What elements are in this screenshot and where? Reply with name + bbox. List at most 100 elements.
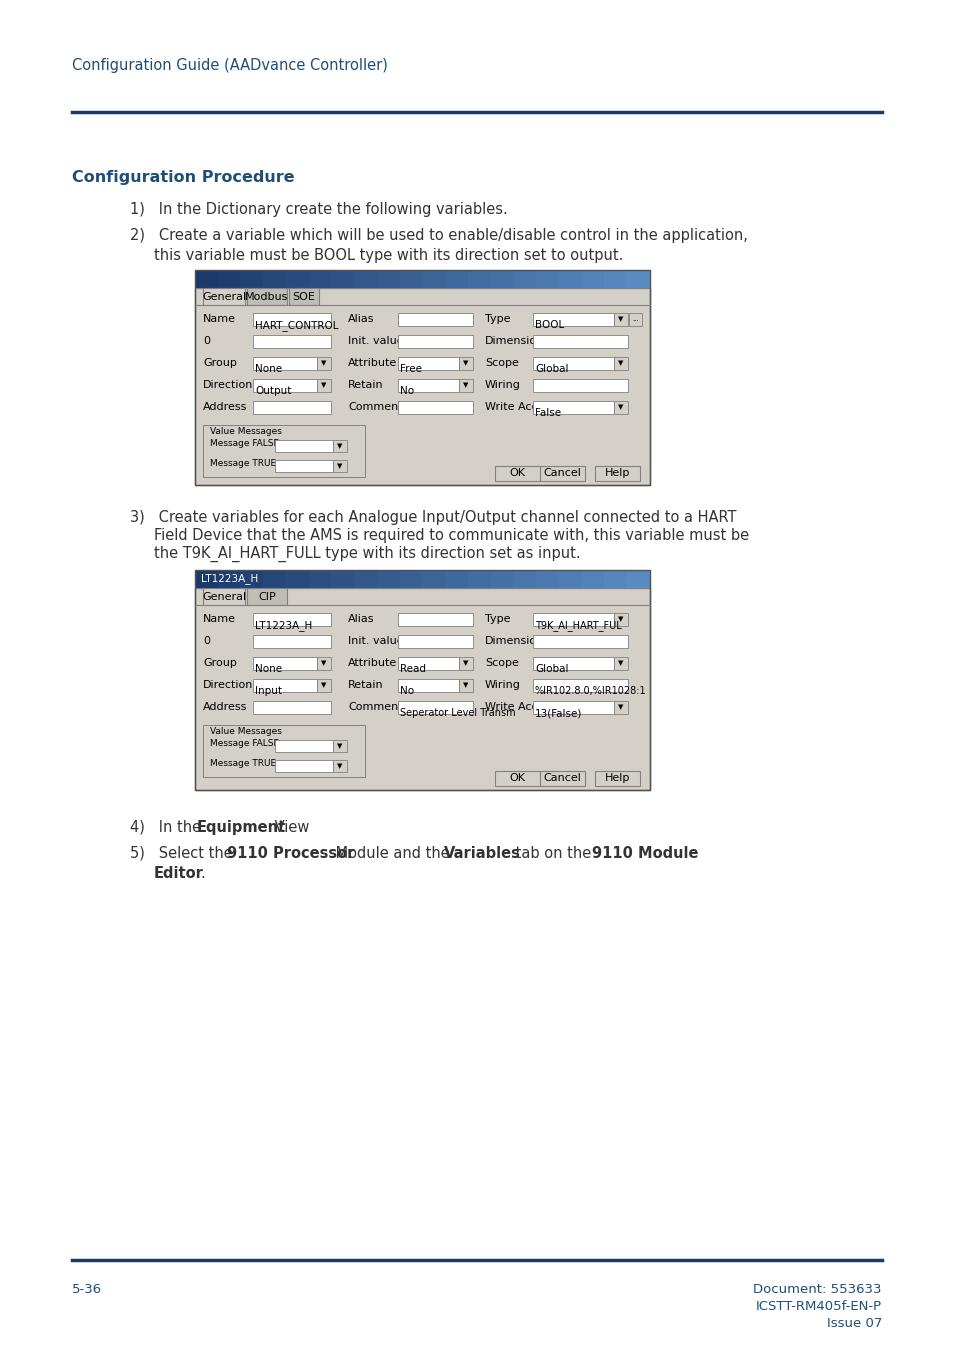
Bar: [333, 759, 347, 772]
Bar: [468, 270, 491, 287]
Text: None: None: [254, 664, 282, 674]
Bar: [274, 741, 333, 751]
Bar: [458, 657, 473, 670]
Bar: [445, 571, 469, 588]
Text: 13(False): 13(False): [535, 708, 581, 718]
Text: Help: Help: [604, 468, 630, 478]
Text: ▼: ▼: [463, 382, 468, 389]
Bar: [604, 270, 628, 287]
Text: Document: 553633: Document: 553633: [753, 1283, 882, 1296]
Bar: [194, 571, 649, 791]
Bar: [397, 612, 473, 626]
Bar: [533, 401, 614, 414]
Bar: [533, 657, 614, 670]
Bar: [194, 270, 649, 486]
Text: Configuration Procedure: Configuration Procedure: [71, 170, 294, 185]
Text: 5-36: 5-36: [71, 1283, 102, 1296]
Text: 4)   In the: 4) In the: [130, 820, 206, 835]
Text: T9K_AI_HART_FUL: T9K_AI_HART_FUL: [535, 621, 621, 631]
Bar: [274, 759, 333, 772]
Text: ...: ...: [632, 316, 639, 322]
Bar: [309, 571, 333, 588]
Text: Direction: Direction: [203, 380, 253, 390]
Bar: [289, 287, 318, 305]
Text: Field Device that the AMS is required to communicate with, this variable must be: Field Device that the AMS is required to…: [153, 527, 748, 544]
Text: Type: Type: [484, 314, 510, 324]
Bar: [333, 440, 347, 452]
Text: ▼: ▼: [321, 660, 326, 666]
Text: Address: Address: [203, 402, 247, 411]
Bar: [614, 701, 627, 714]
Bar: [399, 571, 423, 588]
Text: LT1223A_H: LT1223A_H: [254, 621, 312, 631]
Text: HART_CONTROL: HART_CONTROL: [254, 320, 338, 331]
Text: ▼: ▼: [463, 360, 468, 366]
Text: Wiring: Wiring: [484, 380, 520, 390]
Text: No: No: [399, 386, 414, 397]
Bar: [203, 287, 245, 305]
Bar: [595, 772, 639, 786]
Bar: [626, 270, 650, 287]
Bar: [397, 657, 458, 670]
Bar: [253, 401, 331, 414]
Text: 1)   In the Dictionary create the following variables.: 1) In the Dictionary create the followin…: [130, 202, 507, 217]
Bar: [628, 313, 641, 326]
Text: Write Access: Write Access: [484, 701, 556, 712]
Text: Configuration Guide (AADvance Controller): Configuration Guide (AADvance Controller…: [71, 58, 388, 73]
Text: OK: OK: [509, 468, 525, 478]
Bar: [397, 379, 458, 393]
Text: Comment: Comment: [348, 701, 402, 712]
Bar: [445, 270, 469, 287]
Bar: [354, 270, 377, 287]
Bar: [536, 571, 559, 588]
Bar: [539, 772, 584, 786]
Text: ▼: ▼: [337, 442, 342, 449]
Bar: [247, 287, 287, 305]
Text: Retain: Retain: [348, 680, 383, 689]
Text: Read: Read: [399, 664, 426, 674]
Bar: [240, 571, 264, 588]
Text: OK: OK: [509, 773, 525, 782]
Text: Cancel: Cancel: [543, 773, 580, 782]
Text: 9110 Processor: 9110 Processor: [227, 846, 354, 861]
Bar: [203, 724, 365, 777]
Text: Value Messages: Value Messages: [210, 428, 281, 436]
Text: Name: Name: [203, 614, 235, 625]
Text: Message TRUE: Message TRUE: [210, 759, 275, 768]
Bar: [309, 270, 333, 287]
Bar: [458, 679, 473, 692]
Text: Value Messages: Value Messages: [210, 727, 281, 737]
Text: Message FALSE: Message FALSE: [210, 438, 279, 448]
Text: %IR102.8.0,%IR1028:1: %IR102.8.0,%IR1028:1: [535, 687, 646, 696]
Bar: [217, 571, 241, 588]
Bar: [247, 588, 287, 604]
Text: Modbus: Modbus: [245, 291, 289, 301]
Text: Attribute: Attribute: [348, 357, 396, 368]
Text: Message TRUE: Message TRUE: [210, 459, 275, 468]
Bar: [397, 401, 473, 414]
Text: None: None: [254, 364, 282, 374]
Bar: [539, 465, 584, 482]
Text: ▼: ▼: [321, 382, 326, 389]
Bar: [253, 635, 331, 648]
Text: Init. value: Init. value: [348, 336, 403, 345]
Bar: [194, 287, 649, 486]
Bar: [604, 571, 628, 588]
Bar: [194, 270, 218, 287]
Text: this variable must be BOOL type with its direction set to output.: this variable must be BOOL type with its…: [153, 248, 622, 263]
Text: Attribute: Attribute: [348, 658, 396, 668]
Text: Write Access: Write Access: [484, 402, 556, 411]
Bar: [376, 270, 400, 287]
Bar: [533, 335, 627, 348]
Text: ▼: ▼: [463, 683, 468, 688]
Bar: [581, 270, 605, 287]
Text: ▼: ▼: [618, 704, 623, 710]
Text: Global: Global: [535, 364, 568, 374]
Text: ▼: ▼: [337, 743, 342, 749]
Bar: [614, 401, 627, 414]
Text: BOOL: BOOL: [535, 320, 563, 331]
Text: tab on the: tab on the: [511, 846, 596, 861]
Text: Cancel: Cancel: [543, 468, 580, 478]
Bar: [533, 635, 627, 648]
Bar: [194, 588, 649, 791]
